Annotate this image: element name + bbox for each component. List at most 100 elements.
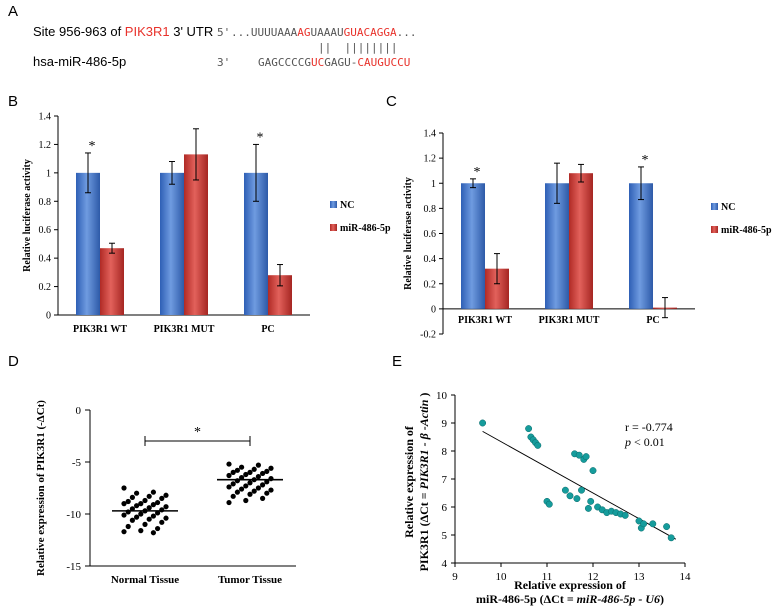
data-point — [268, 487, 274, 493]
data-point — [163, 504, 169, 510]
data-point — [247, 480, 253, 486]
data-point — [260, 470, 266, 477]
data-point — [138, 511, 144, 517]
data-point — [649, 520, 657, 528]
y-axis-title-line1: Relative expression of — [402, 425, 416, 538]
y-tick-label: 7 — [442, 474, 448, 486]
y-tick-label: 10 — [436, 390, 448, 402]
y-axis-title: Relative luciferase activity — [403, 177, 414, 290]
data-point — [251, 488, 257, 494]
data-point — [264, 490, 270, 496]
data-point — [640, 520, 648, 528]
category-label: PC — [646, 315, 659, 326]
legend-swatch-mir-486-5p — [711, 226, 718, 233]
y-tick-label: 0 — [431, 304, 436, 315]
data-point — [255, 473, 261, 480]
y-axis-title-formula: PIK3R1 - β -Actin — [417, 399, 431, 489]
bar-mir-486-5p — [569, 173, 593, 309]
bar-nc — [461, 183, 485, 309]
panel-label-b: B — [8, 93, 18, 110]
data-point — [268, 465, 274, 471]
data-point — [146, 493, 152, 499]
data-point — [239, 486, 245, 492]
p-value-annotation: p < 0.01 — [624, 435, 665, 449]
x-axis-title-suffix: ) — [660, 592, 664, 606]
top-sequence: ...UUUUAAAAGUAAAUGUACAGGA... — [231, 26, 416, 39]
panel-c-bar-chart: -0.2 0 0.2 0.4 0.6 0.8 1 1.2 1.4 PIK3R1 WT * PIK3R1… — [403, 129, 772, 341]
data-point — [243, 471, 249, 478]
data-point — [247, 491, 253, 497]
x-tick-label: 11 — [542, 571, 553, 583]
panel-label-e: E — [392, 353, 402, 370]
x-axis-title-line1: Relative expression of — [514, 578, 627, 592]
data-point — [138, 501, 144, 507]
data-point — [545, 500, 553, 508]
data-point — [134, 490, 140, 496]
data-point — [226, 499, 232, 506]
category-label: PIK3R1 MUT — [539, 315, 600, 326]
data-point — [150, 502, 156, 508]
data-point — [146, 516, 152, 522]
data-point — [146, 505, 152, 511]
y-tick-label: 0.6 — [424, 229, 437, 240]
category-label: Normal Tissue — [111, 574, 179, 586]
panel-d-dot-plot: 0 -5 -10 -15 Normal Tissue Tumor Tissue * Relat… — [35, 400, 296, 586]
significance-marker: * — [474, 165, 481, 180]
y-tick-label: 5 — [442, 530, 448, 542]
y-axis-title-prefix: PIK3R1 (ΔCt = — [417, 489, 431, 571]
y-tick-label: 1.2 — [39, 140, 52, 151]
pairing-bars: || |||||||| — [318, 41, 397, 54]
y-tick-label: 9 — [442, 418, 448, 430]
category-label: PIK3R1 WT — [458, 315, 512, 326]
data-point — [121, 529, 127, 535]
y-tick-label: 0.8 — [39, 197, 52, 208]
panel-b-bar-chart: 0 0.2 0.4 0.6 0.8 1 1.2 1.4 PIK3R1 WT * PIK3R1 MUT… — [22, 112, 391, 336]
data-point — [534, 441, 542, 449]
data-point — [134, 514, 140, 520]
y-tick-label: 0.6 — [39, 225, 52, 236]
category-label: PIK3R1 WT — [73, 324, 127, 335]
data-point — [243, 497, 249, 504]
bar-nc — [545, 183, 569, 309]
legend-label: miR-486-5p — [340, 223, 391, 234]
bar-mir-486-5p — [184, 154, 208, 315]
y-tick-label: 1 — [431, 179, 436, 190]
data-point — [125, 498, 131, 505]
data-point — [561, 486, 569, 494]
data-point — [142, 521, 148, 528]
data-point — [260, 495, 266, 501]
data-point — [243, 483, 249, 489]
mirna-label: hsa-miR-486-5p — [33, 54, 126, 69]
y-tick-label: 1.4 — [39, 112, 52, 123]
bar-nc — [629, 183, 653, 309]
data-point — [264, 468, 270, 474]
x-tick-label: 12 — [588, 571, 599, 583]
data-point — [150, 489, 156, 495]
data-point — [587, 497, 595, 505]
data-point — [584, 504, 592, 512]
data-point — [247, 469, 253, 475]
data-point — [155, 525, 161, 532]
site-label: Site 956-963 of PIK3R1 3' UTR — [33, 24, 213, 39]
top-prime: 5' — [217, 26, 230, 39]
data-point — [142, 497, 148, 504]
data-point — [589, 467, 597, 475]
significance-marker: * — [257, 130, 264, 145]
y-tick-label: 1.2 — [424, 154, 437, 165]
data-point — [239, 464, 245, 470]
panel-label-c: C — [386, 93, 397, 110]
bottom-prime: 3' — [217, 56, 230, 69]
data-point — [159, 495, 165, 501]
y-axis-title-line2: PIK3R1 (ΔCt = PIK3R1 - β -Actin ) — [417, 393, 431, 572]
legend-label: NC — [721, 202, 735, 213]
panel-label-d: D — [8, 353, 19, 370]
data-point — [575, 451, 583, 459]
data-point — [260, 482, 266, 488]
data-point — [155, 499, 161, 506]
p-symbol: p — [624, 435, 631, 449]
y-tick-label: 1.4 — [424, 129, 437, 140]
panel-label-a: A — [8, 3, 18, 20]
data-point — [566, 492, 574, 500]
data-point — [667, 534, 675, 542]
